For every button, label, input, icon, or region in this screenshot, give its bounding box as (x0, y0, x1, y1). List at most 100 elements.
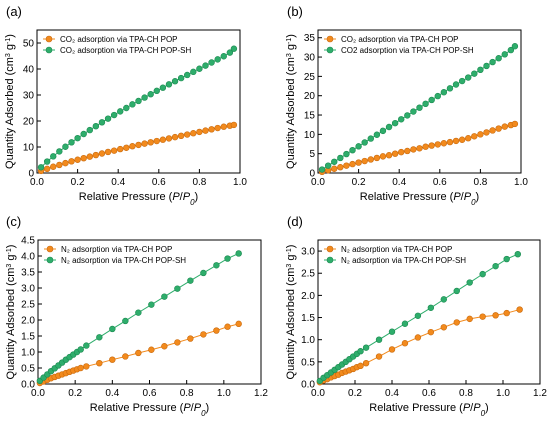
data-point (104, 148, 112, 156)
y-tick-label: 25 (304, 72, 316, 83)
data-point (440, 324, 447, 331)
panel-tag: (c) (6, 214, 21, 229)
panel-tag: (d) (287, 214, 303, 229)
data-point (401, 340, 409, 347)
data-point (331, 158, 338, 165)
x-tick-label: 0.2 (348, 388, 362, 399)
data-point (414, 334, 422, 341)
y-tick-label: 0 (28, 169, 34, 180)
data-point (50, 153, 57, 160)
data-point (483, 62, 490, 70)
data-point (184, 131, 191, 138)
x-tick-label: 0.0 (311, 388, 325, 399)
data-point (434, 92, 441, 100)
legend-marker (326, 245, 334, 253)
panel-a: (a) 0.0 0.2 0.4 0.6 0.8 1.0 0 10 20 30 40 50 Relative… (4, 4, 247, 207)
data-point (213, 262, 220, 269)
data-point (404, 147, 411, 155)
y-tick-label: 2.0 (301, 291, 315, 302)
data-point (117, 145, 124, 153)
y-tick-label: 10 (23, 143, 35, 154)
data-point (489, 127, 496, 134)
data-point (135, 309, 142, 316)
x-tick-label: 0.8 (473, 177, 487, 188)
data-point (184, 71, 191, 79)
data-point (208, 126, 215, 133)
data-point (148, 346, 155, 353)
data-point (214, 56, 221, 63)
data-point (479, 270, 486, 278)
y-tick-label: 1.5 (301, 313, 315, 324)
y-tick-label: 50 (23, 39, 35, 50)
legend-marker (326, 35, 334, 43)
data-point (165, 135, 173, 142)
data-point (458, 136, 466, 143)
x-axis-label: Relative Pressure (P/P0) (369, 402, 488, 418)
series-green (37, 45, 238, 171)
legend-entry: CO₂ adsorption via TPA-CH POP (43, 35, 178, 44)
y-tick-label: 3.0 (301, 247, 315, 258)
data-point (196, 128, 203, 136)
x-tick-label: 0.6 (433, 177, 447, 188)
data-point (98, 119, 106, 126)
data-point (226, 49, 234, 56)
data-point (318, 166, 326, 173)
y-tick-label: 0.5 (21, 364, 35, 375)
data-point (466, 279, 473, 286)
data-point (503, 309, 510, 317)
data-point (83, 342, 90, 349)
y-tick-label: 1.5 (21, 332, 35, 343)
legend-label: N₂ adsorption via TPA-CH POP (61, 245, 172, 254)
data-point (410, 146, 417, 153)
y-tick-label: 10 (304, 130, 316, 141)
data-point (477, 66, 484, 74)
y-tick-label: 0 (309, 169, 315, 180)
data-point (129, 101, 136, 108)
data-point (62, 143, 69, 150)
panel-d: (d) 0.0 0.2 0.4 0.6 0.8 1.0 1.2 0.0 0.5 1.0 1.5 2.0 2… (285, 214, 547, 418)
data-point (200, 269, 207, 277)
y-axis-label: Quantity Adsorbed (cm3 g-1) (5, 245, 17, 380)
x-tick-label: 0.2 (352, 177, 366, 188)
data-point (213, 327, 220, 334)
data-point (159, 136, 167, 143)
data-point (477, 131, 484, 138)
legend-label: CO2 adsorption via TPA-CH POP-SH (341, 46, 474, 55)
data-point (174, 285, 181, 292)
data-point (416, 104, 423, 111)
y-tick-label: 20 (304, 91, 316, 102)
data-point (355, 143, 362, 150)
x-tick-label: 1.2 (254, 388, 268, 399)
data-point (401, 320, 409, 327)
data-point (385, 152, 393, 159)
data-point (153, 137, 160, 145)
data-point (230, 45, 238, 52)
data-point (171, 78, 179, 85)
data-point (83, 363, 90, 370)
legend-label: N₂ adsorption via TPA-CH POP-SH (61, 256, 186, 265)
data-point (375, 336, 383, 343)
x-axis-label: Relative Pressure (P/P0) (360, 191, 479, 207)
data-point (343, 150, 350, 158)
data-point (440, 140, 448, 147)
data-point (129, 143, 136, 150)
data-point (92, 151, 100, 159)
y-tick-label: 20 (23, 117, 35, 128)
data-point (43, 165, 51, 173)
data-point (388, 346, 396, 353)
data-point (159, 84, 167, 91)
data-point (96, 334, 103, 341)
y-tick-label: 15 (304, 111, 316, 122)
data-point (135, 141, 142, 149)
legend-marker (45, 35, 53, 43)
data-point (422, 143, 429, 150)
data-point (187, 335, 194, 342)
y-tick-label: 35 (304, 33, 316, 44)
data-point (190, 130, 197, 137)
data-point (479, 313, 486, 320)
x-tick-label: 0.4 (111, 177, 125, 188)
data-point (516, 306, 523, 313)
data-point (324, 162, 332, 169)
x-tick-label: 0.4 (105, 388, 119, 399)
data-point (373, 154, 381, 162)
